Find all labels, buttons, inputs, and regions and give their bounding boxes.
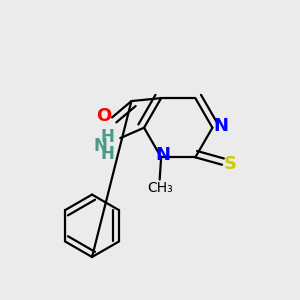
Text: N: N bbox=[214, 117, 229, 135]
Text: O: O bbox=[96, 107, 111, 125]
Text: N: N bbox=[94, 137, 108, 155]
Text: N: N bbox=[155, 146, 170, 164]
Text: S: S bbox=[224, 155, 237, 173]
Text: CH₃: CH₃ bbox=[147, 181, 172, 195]
Text: H: H bbox=[101, 146, 115, 164]
Text: H: H bbox=[101, 128, 115, 146]
